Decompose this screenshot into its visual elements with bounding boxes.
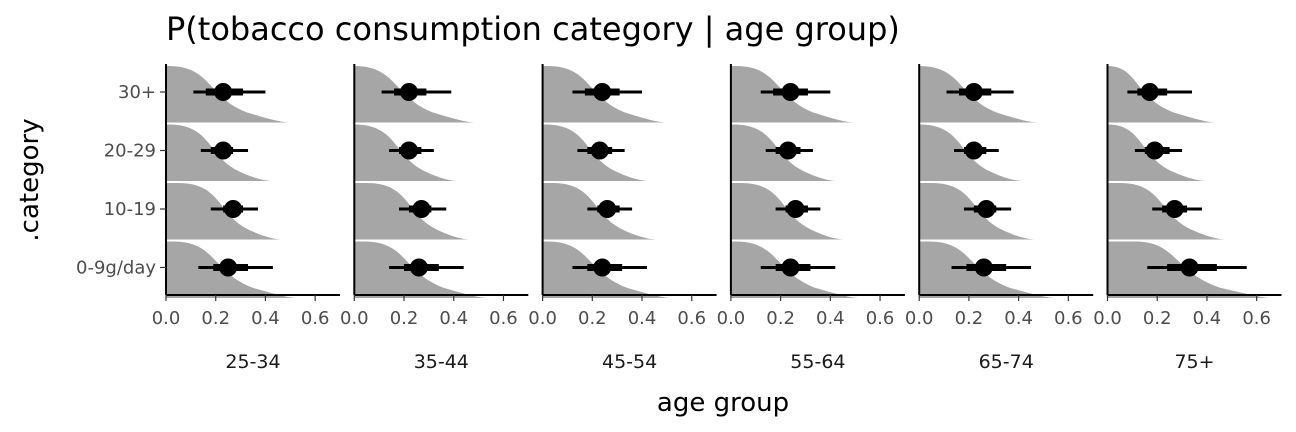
x-tick-label: 0.2 [1143,308,1172,329]
x-tick-label: 0.4 [1004,308,1033,329]
density-slab [542,124,650,181]
point-estimate [977,200,996,218]
density-slab [166,66,291,123]
facet-label: 25-34 [225,351,280,373]
point-estimate [399,83,418,101]
point-estimate [412,200,431,218]
density-slab [919,241,1056,298]
x-tick-label: 0.0 [905,308,934,329]
point-estimate [1145,141,1164,160]
facet-panel-55-64: 0.0 0.2 0.4 0.6 55-64 [717,64,905,373]
point-estimate [964,141,983,160]
x-tick-label: 0.6 [677,308,706,329]
density-slab [730,66,856,123]
y-axis-title: .category [15,118,45,241]
point-estimate [964,83,983,101]
x-tick-label: 0.4 [1193,308,1222,329]
facet-label: 65-74 [979,351,1034,373]
x-tick-label: 0.2 [766,308,795,329]
density-slab [919,124,1024,181]
facet-label: 55-64 [790,351,845,373]
y-tick-label: 0-9g/day [76,258,156,279]
point-estimate [598,200,617,218]
density-slab [1107,124,1207,181]
y-tick-label: 20-29 [104,141,156,162]
x-tick-label: 0.6 [866,308,895,329]
point-estimate [593,258,612,277]
x-tick-label: 0.2 [955,308,984,329]
facet-panels: 0.0 0.2 0.4 0.6 25-34 0.0 0.2 0.4 0.6 35-44 0.0 0.2… [152,64,1282,373]
density-slab [354,66,477,123]
x-tick-label: 0.4 [251,308,280,329]
chart-title: P(tobacco consumption category | age gro… [166,10,900,48]
x-tick-label: 0.2 [201,308,230,329]
density-slab [542,66,667,123]
facet-label: 45-54 [602,351,657,373]
point-estimate [214,141,233,160]
density-slab [166,124,273,181]
point-estimate [974,258,993,277]
density-slab [730,124,838,181]
point-estimate [219,258,238,277]
x-tick-label: 0.0 [152,308,181,329]
facet-panel-45-54: 0.0 0.2 0.4 0.6 45-54 [528,64,717,373]
x-tick-label: 0.6 [301,308,330,329]
x-axis-title: age group [657,388,789,418]
x-tick-label: 0.0 [528,308,557,329]
point-estimate [409,258,428,277]
point-estimate [779,141,798,160]
facet-label: 35-44 [414,351,469,373]
point-estimate [1180,258,1199,277]
point-estimate [590,141,609,160]
point-estimate [224,200,243,218]
density-slab [1107,241,1272,298]
density-slab [354,124,459,181]
point-estimate [214,83,233,101]
x-tick-label: 0.0 [340,308,369,329]
point-estimate [781,258,800,277]
y-tick-label: 30+ [118,82,156,103]
facet-panel-65-74: 0.0 0.2 0.4 0.6 65-74 [905,64,1094,373]
point-estimate [781,83,800,101]
density-slab [1107,66,1217,123]
facet-panel-25-34: 0.0 0.2 0.4 0.6 25-34 [152,64,340,373]
density-slab [166,241,298,298]
density-slab [354,241,489,298]
x-tick-label: 0.2 [578,308,607,329]
density-slab [919,66,1039,123]
point-estimate [1140,83,1159,101]
y-tick-labels: 30+ 20-29 10-19 0-9g/day [76,82,166,279]
facet-panel-35-44: 0.0 0.2 0.4 0.6 35-44 [340,64,529,373]
y-tick-label: 10-19 [104,199,156,220]
x-tick-label: 0.0 [1093,308,1122,329]
point-estimate [399,141,418,160]
density-slab [730,241,861,298]
facet-label: 75+ [1174,351,1214,373]
density-slab [542,241,672,298]
facet-panel-75+: 0.0 0.2 0.4 0.6 75+ [1093,64,1282,373]
x-tick-label: 0.4 [439,308,468,329]
point-estimate [593,83,612,101]
x-tick-label: 0.2 [390,308,419,329]
x-tick-label: 0.0 [717,308,746,329]
x-tick-label: 0.6 [1242,308,1271,329]
x-tick-label: 0.4 [816,308,845,329]
x-tick-label: 0.6 [489,308,518,329]
point-estimate [1165,200,1184,218]
x-tick-label: 0.4 [628,308,657,329]
x-tick-label: 0.6 [1054,308,1083,329]
point-estimate [786,200,805,218]
